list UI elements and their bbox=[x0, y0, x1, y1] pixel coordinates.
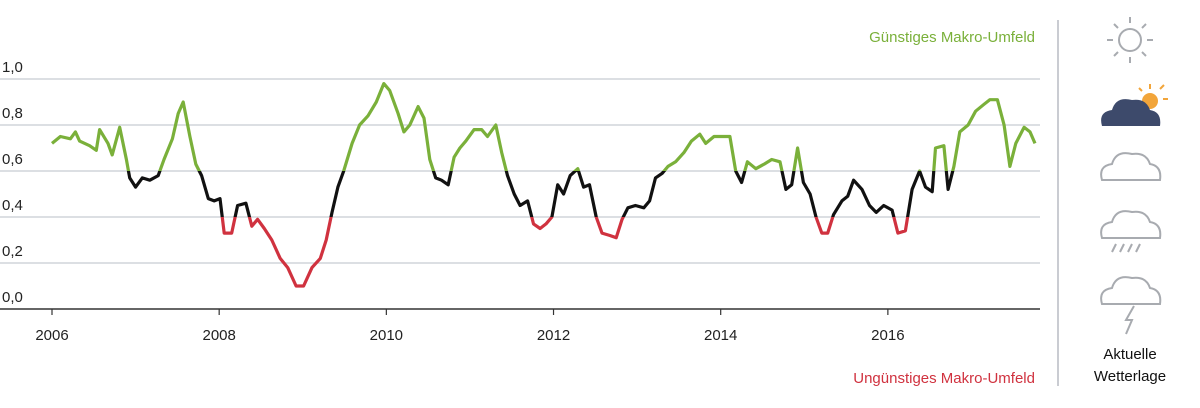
x-tick-label: 2016 bbox=[871, 327, 904, 344]
x-tick-label: 2012 bbox=[537, 327, 570, 344]
icon-cloud bbox=[1100, 152, 1162, 181]
y-tick-label: 0,4 bbox=[2, 197, 23, 214]
y-tick-label: 0,6 bbox=[2, 151, 23, 168]
x-tick-label: 2008 bbox=[202, 327, 235, 344]
icon-rain bbox=[1100, 210, 1162, 253]
icon-storm bbox=[1100, 276, 1162, 335]
sidebar-label: Aktuelle Wetterlage bbox=[1093, 346, 1167, 385]
y-tick-label: 0,8 bbox=[2, 105, 23, 122]
annotation-top: Günstiges Makro-Umfeld bbox=[869, 29, 1035, 46]
x-tick-label: 2010 bbox=[370, 327, 403, 344]
y-tick-label: 0,0 bbox=[2, 289, 23, 306]
icon-sun-cloud bbox=[1101, 84, 1168, 126]
y-tick-label: 1,0 bbox=[2, 59, 23, 76]
x-tick-label: 2006 bbox=[35, 327, 68, 344]
data-line bbox=[50, 82, 1037, 288]
y-tick-label: 0,2 bbox=[2, 243, 23, 260]
annotation-bottom: Ungünstiges Makro-Umfeld bbox=[853, 370, 1035, 387]
x-tick-label: 2014 bbox=[704, 327, 737, 344]
icon-sun bbox=[1107, 17, 1153, 63]
